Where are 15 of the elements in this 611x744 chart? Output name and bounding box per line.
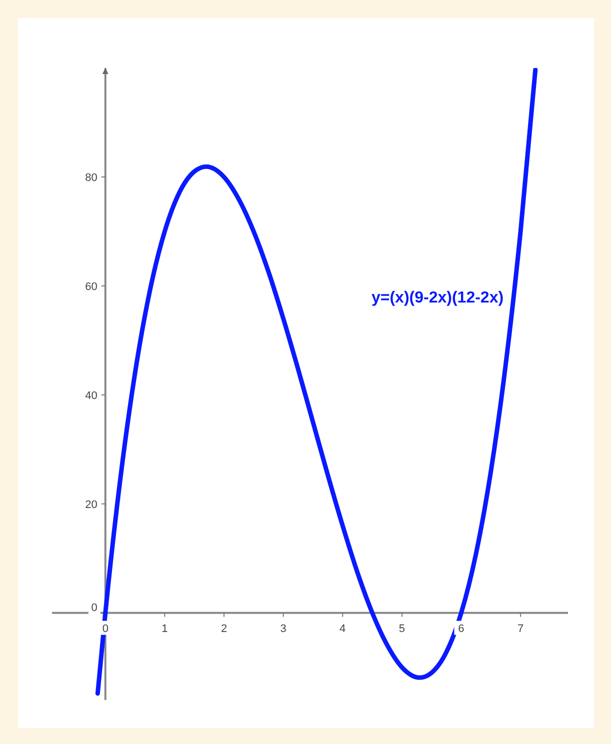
y-tick-label: 60 <box>85 280 98 293</box>
y-tick-label: 20 <box>85 498 98 511</box>
x-tick-label: 6 <box>458 622 464 635</box>
x-tick-label: 5 <box>398 622 405 635</box>
annotation: y=(x)(9-2x)(12-2x) <box>371 289 504 306</box>
x-tick-label: 7 <box>517 622 524 635</box>
x-tick-label: 2 <box>220 622 228 635</box>
x-tick-label: 4 <box>340 622 346 635</box>
x-tick-label: 1 <box>162 622 168 635</box>
x-tick-label: 3 <box>280 622 286 635</box>
y-tick-label: 40 <box>85 390 98 402</box>
line-series <box>95 68 538 696</box>
y-tick-label: 80 <box>85 172 98 184</box>
y-tick-label: 0 <box>91 602 98 614</box>
x-tick-label: 0 <box>102 622 108 635</box>
